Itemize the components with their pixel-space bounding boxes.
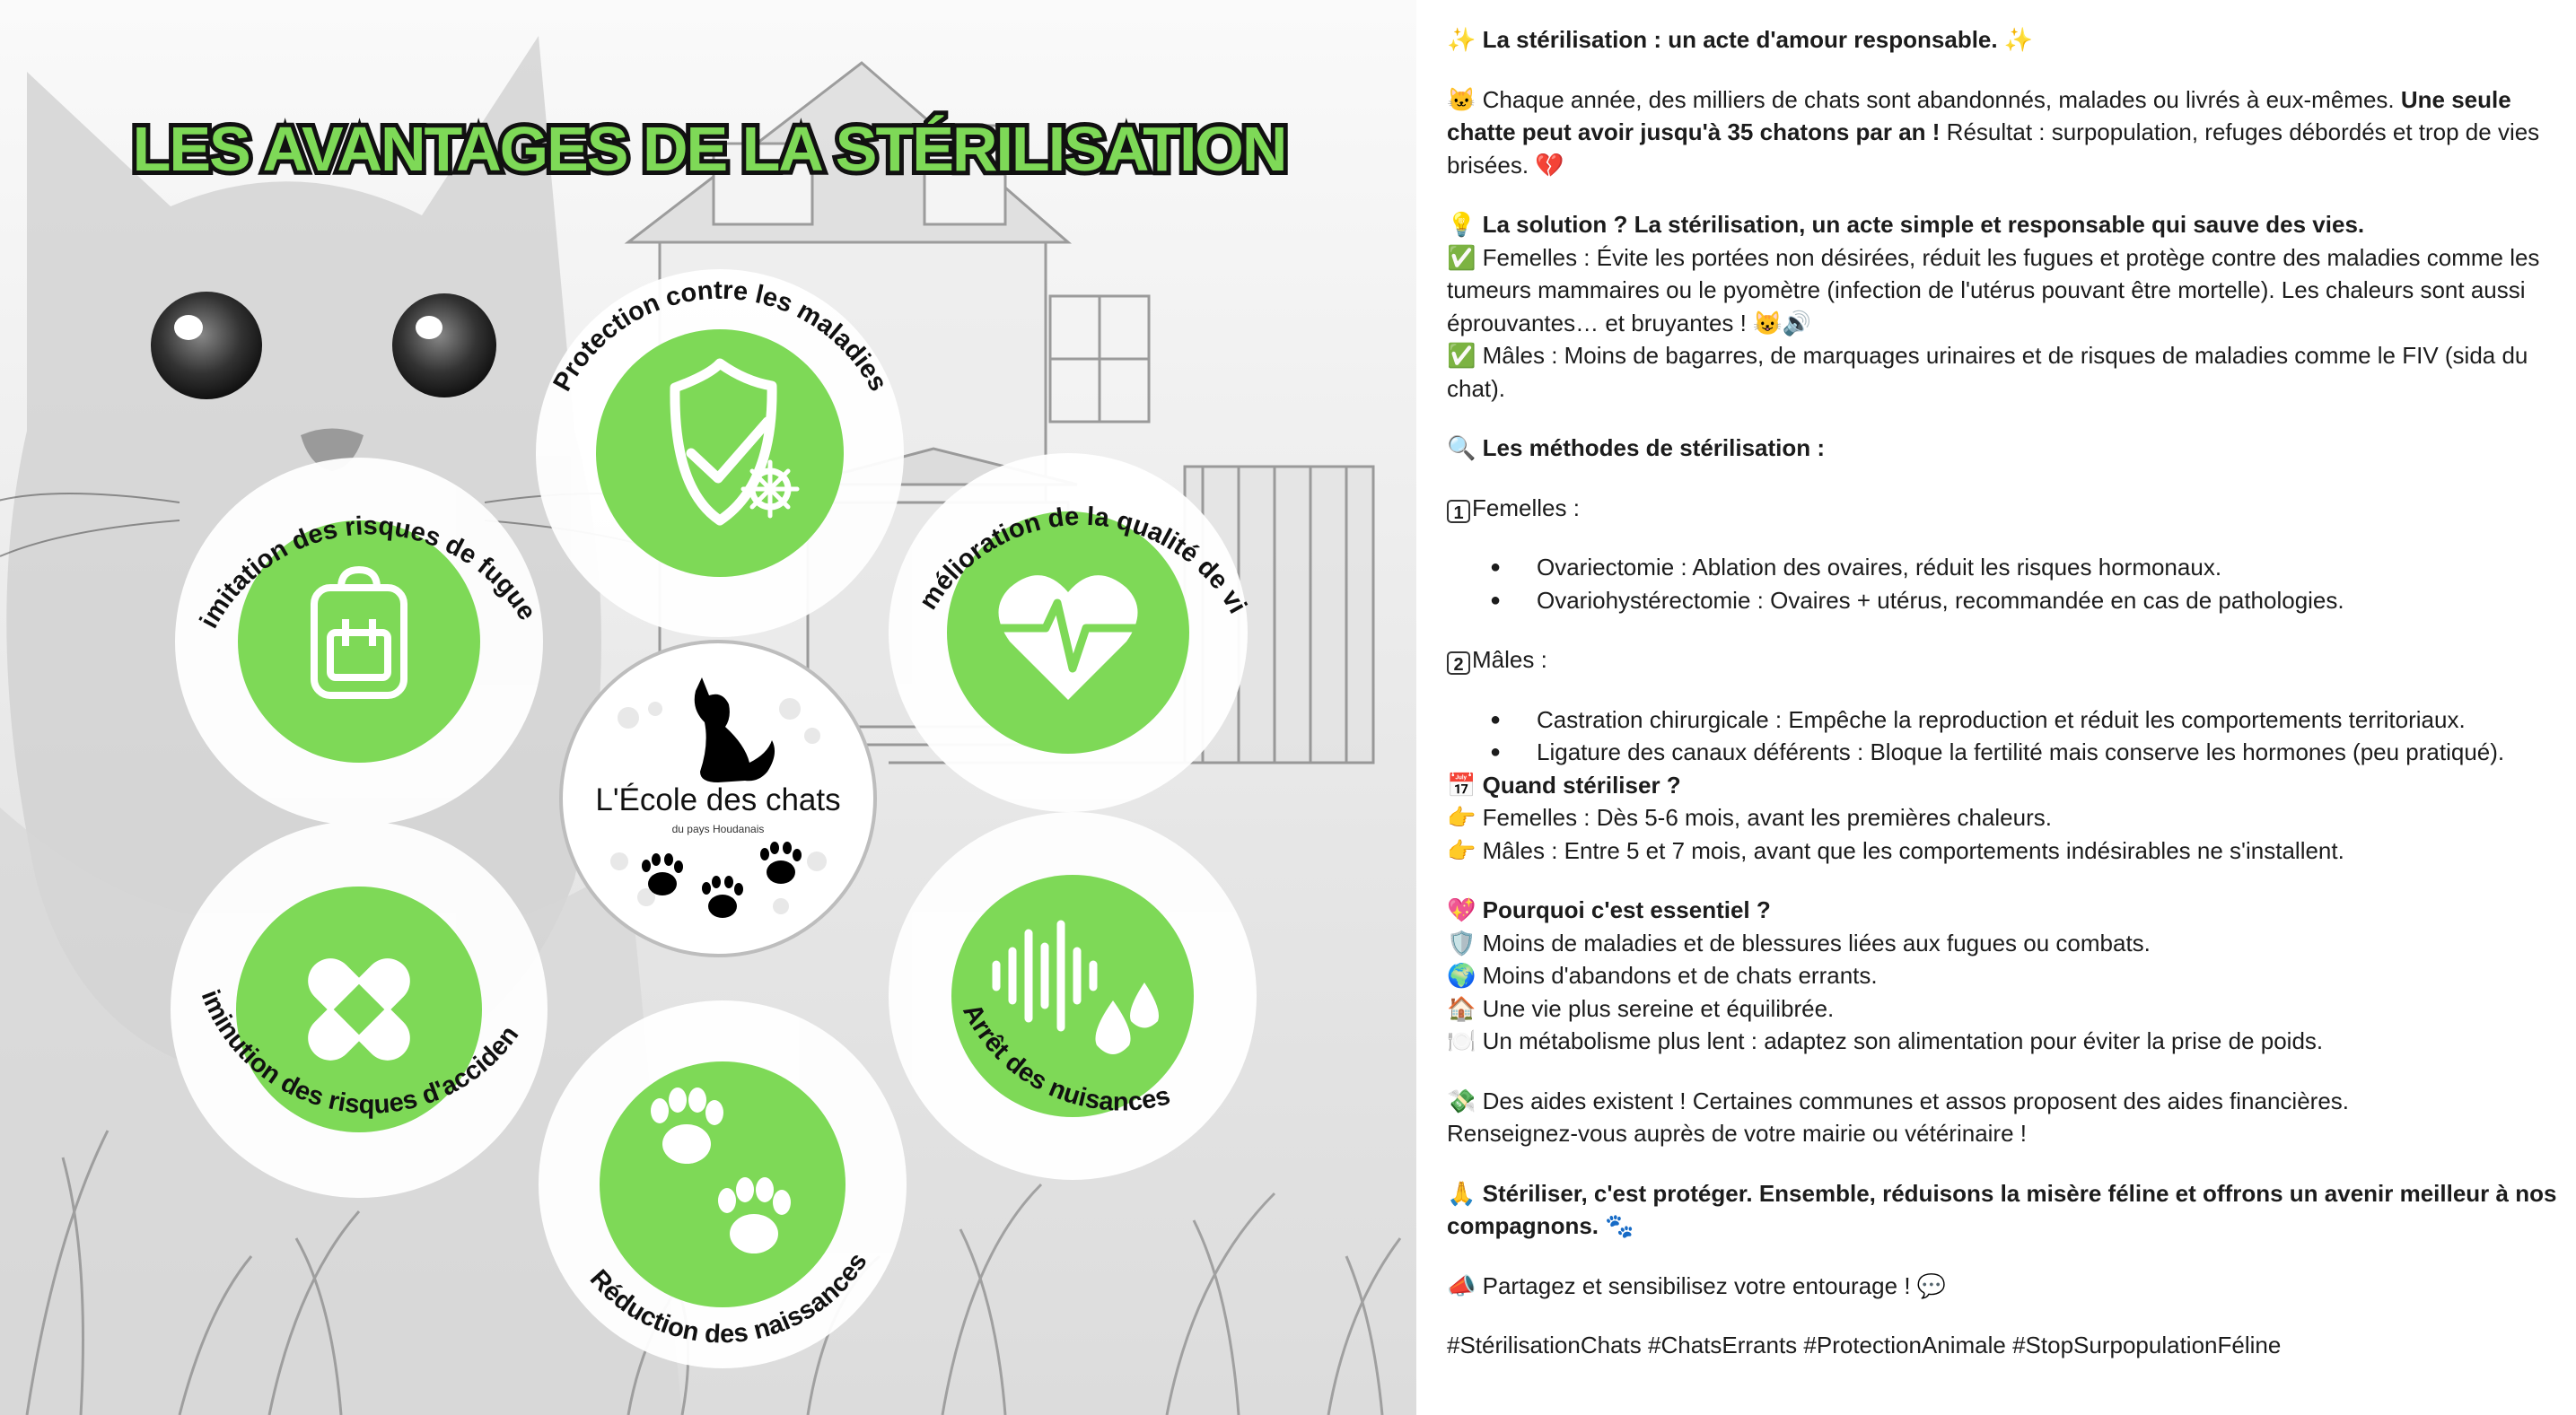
methods-males-label: 2 Mâles : (1447, 643, 2567, 677)
list-item: Ligature des canaux déférents : Bloque l… (1447, 736, 2567, 769)
cat-silhouette-icon (694, 677, 775, 782)
paw-prints-icon: 🐾 (1605, 1212, 1634, 1239)
benefit-nuisance-stop: Arrêt des nuisances (951, 875, 1194, 1117)
praying-hands-icon: 🙏 (1447, 1179, 1476, 1207)
logo-paws-icon (642, 842, 802, 918)
keycap-two-icon: 2 (1447, 651, 1470, 675)
list-item: Castration chirurgicale : Empêche la rep… (1447, 703, 2567, 737)
check-mark-icon: ✅ (1447, 243, 1476, 271)
poster-title: LES AVANTAGES DE LA STÉRILISATION (133, 114, 1286, 184)
check-mark-icon: ✅ (1447, 342, 1476, 369)
sparkles-icon: ✨ (2003, 26, 2034, 53)
ecole-des-chats-logo: L'École des chats du pays Houdanais (559, 640, 877, 957)
bandage-icon (308, 958, 410, 1061)
closing-paragraph: 🙏 Stériliser, c'est protéger. Ensemble, … (1447, 1179, 2557, 1240)
solution-males: ✅ Mâles : Moins de bagarres, de marquage… (1447, 342, 2528, 402)
logo-name: L'École des chats (595, 782, 840, 817)
list-item: Ovariohystérectomie : Ovaires + utérus, … (1447, 584, 2567, 617)
methods-females-label: 1 Femelles : (1447, 492, 2567, 525)
paw-prints-icon (651, 1087, 791, 1253)
shield-check-virus-icon (670, 358, 800, 526)
light-bulb-icon: 💡 (1447, 211, 1476, 238)
sparkles-icon: ✨ (1447, 26, 1476, 53)
backpack-icon (311, 566, 407, 699)
methods-males-list: Castration chirurgicale : Empêche la rep… (1447, 703, 2567, 769)
methods-heading: 🔍 Les méthodes de stérilisation : (1447, 434, 1826, 461)
pointing-hand-icon: 👉 (1447, 804, 1476, 831)
shield-icon: 🛡️ (1447, 929, 1476, 956)
calendar-icon: 📅 (1447, 771, 1476, 799)
methods-females-list: Ovariectomie : Ablation des ovaires, réd… (1447, 551, 2567, 616)
sparkling-heart-icon: 💖 (1447, 896, 1476, 923)
why-item: 🌍 Moins d'abandons et de chats errants. (1447, 962, 1878, 989)
speech-bubble-icon: 💬 (1916, 1271, 1947, 1299)
plate-icon: 🍽️ (1447, 1027, 1476, 1054)
logo-subtitle: du pays Houdanais (672, 823, 765, 835)
why-item: 🍽️ Un métabolisme plus lent : adaptez so… (1447, 1027, 2324, 1054)
why-item: 🏠 Une vie plus sereine et équilibrée. (1447, 994, 1835, 1022)
solution-females: ✅ Femelles : Évite les portées non désir… (1447, 243, 2540, 336)
intro-paragraph: 🐱 Chaque année, des milliers de chats so… (1447, 85, 2540, 179)
globe-icon: 🌍 (1447, 962, 1476, 989)
poster-graphic: LES AVANTAGES DE LA STÉRILISATION Protec… (0, 0, 1416, 1415)
cat-face-icon: 🐱 (1447, 85, 1476, 113)
pointing-hand-icon: 👉 (1447, 836, 1476, 864)
when-item: 👉 Femelles : Dès 5-6 mois, avant les pre… (1447, 804, 2052, 831)
broken-heart-icon: 💔 (1535, 151, 1564, 179)
sound-wave-drops-icon (992, 920, 1098, 1032)
why-heading: 💖 Pourquoi c'est essentiel ? (1447, 896, 1771, 923)
why-item: 🛡️ Moins de maladies et de blessures lié… (1447, 929, 2151, 956)
cat-loud-icon: 😺🔊 (1753, 309, 1811, 336)
hashtags[interactable]: #StérilisationChats #ChatsErrants #Prote… (1447, 1332, 2282, 1358)
house-icon: 🏠 (1447, 994, 1476, 1022)
post-title: ✨ La stérilisation : un acte d'amour res… (1447, 26, 2034, 53)
keycap-one-icon: 1 (1447, 499, 1470, 523)
post-text: ✨ La stérilisation : un acte d'amour res… (1416, 0, 2576, 1415)
list-item: Ovariectomie : Ablation des ovaires, réd… (1447, 551, 2567, 584)
magnifier-icon: 🔍 (1447, 434, 1476, 461)
heart-pulse-icon (992, 575, 1144, 700)
when-item: 👉 Mâles : Entre 5 et 7 mois, avant que l… (1447, 836, 2344, 864)
solution-heading: 💡 La solution ? La stérilisation, un act… (1447, 211, 2365, 238)
money-wings-icon: 💸 (1447, 1087, 1476, 1114)
megaphone-icon: 📣 (1447, 1271, 1476, 1299)
when-heading: 📅 Quand stériliser ? (1447, 771, 1681, 799)
aid-paragraph: 💸 Des aides existent ! Certaines commune… (1447, 1087, 2349, 1148)
share-paragraph: 📣 Partagez et sensibilisez votre entoura… (1447, 1271, 1947, 1299)
